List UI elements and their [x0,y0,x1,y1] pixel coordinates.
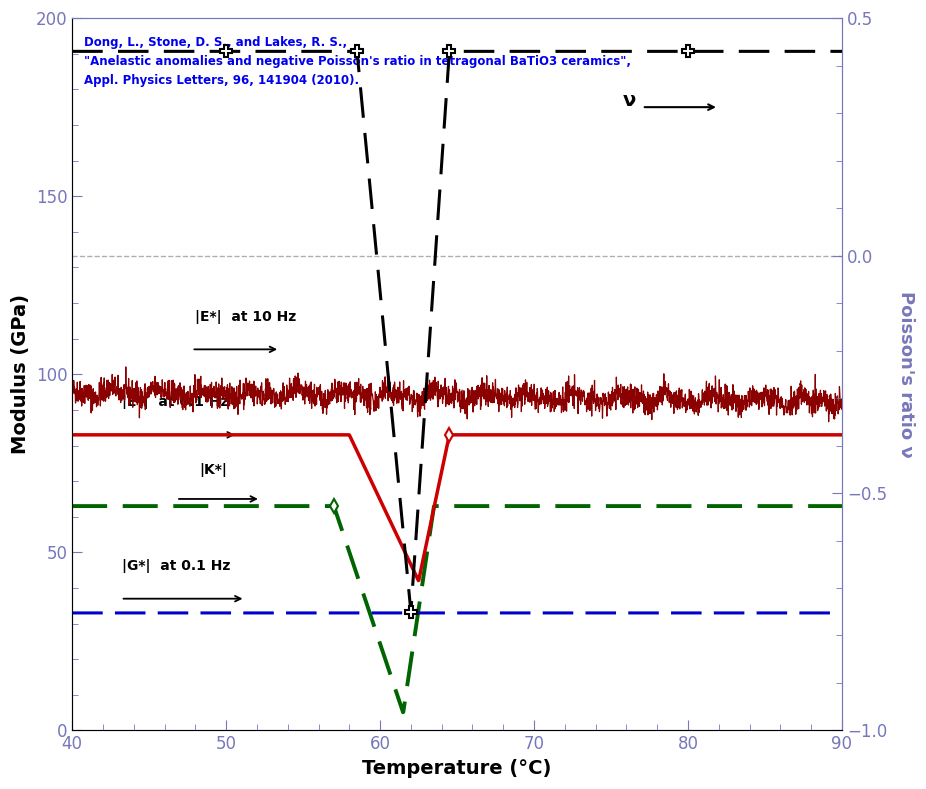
Text: ν: ν [622,91,636,110]
Text: |E*|  at 0.1 Hz: |E*| at 0.1 Hz [122,395,229,409]
Y-axis label: Poisson's ratio ν: Poisson's ratio ν [897,291,915,458]
Text: |K*|: |K*| [199,463,227,477]
Text: |G*|  at 0.1 Hz: |G*| at 0.1 Hz [122,559,231,573]
X-axis label: Temperature (°C): Temperature (°C) [362,759,552,778]
Y-axis label: Modulus (GPa): Modulus (GPa) [11,294,31,454]
Text: Dong, L., Stone, D. S., and Lakes, R. S.,
"Anelastic anomalies and negative Pois: Dong, L., Stone, D. S., and Lakes, R. S.… [83,36,631,87]
Text: |E*|  at 10 Hz: |E*| at 10 Hz [195,310,296,323]
